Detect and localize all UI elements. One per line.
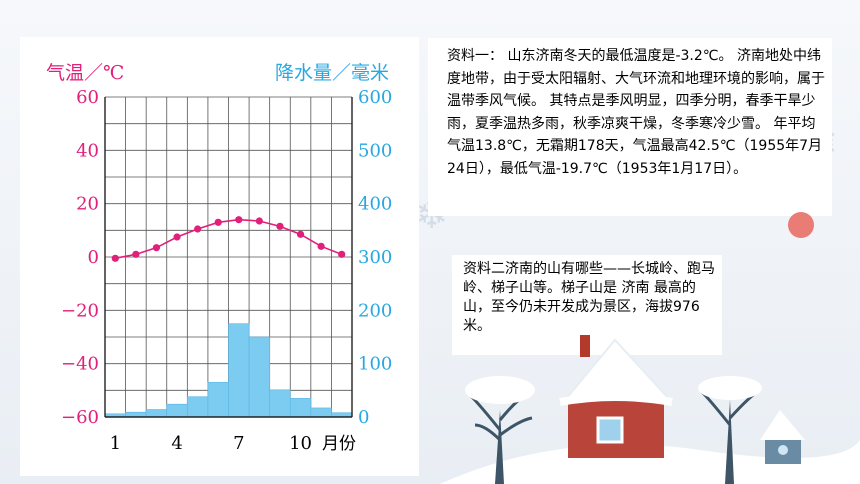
right-tick-label: 0 — [358, 407, 369, 428]
temperature-curve — [115, 218, 342, 260]
small-house-icon — [760, 410, 805, 464]
left-tick-label: 60 — [76, 87, 99, 108]
tree-icon — [465, 376, 535, 484]
x-tick-label: 4 — [171, 433, 182, 454]
temperature-point — [276, 222, 284, 230]
precipitation-bar — [289, 398, 312, 418]
temperature-point — [255, 217, 263, 225]
x-tick-label: 7 — [233, 433, 244, 454]
right-axis-title: 降水量／毫米 — [275, 62, 389, 84]
red-sun-icon — [788, 212, 814, 238]
right-tick-label: 400 — [358, 194, 392, 215]
x-tick-label: 1 — [110, 433, 121, 454]
temperature-point — [132, 250, 140, 258]
precipitation-bar — [125, 411, 147, 418]
left-tick-label: −40 — [61, 354, 99, 375]
house-icon — [559, 335, 673, 458]
temperature-point — [173, 233, 181, 241]
right-tick-label: 200 — [358, 300, 392, 321]
temperature-point — [317, 242, 325, 250]
material-two-text: 资料二济南的山有哪些——长城岭、跑马岭、梯子山等。梯子山是 济南 最高的山，至今… — [463, 261, 715, 334]
left-tick-label: 40 — [76, 140, 99, 161]
precipitation-bar — [269, 389, 291, 418]
temperature-point — [296, 230, 305, 238]
precipitation-bars — [104, 323, 353, 418]
temperature-point — [338, 250, 346, 258]
left-tick-label: −60 — [61, 407, 99, 428]
precipitation-bar — [228, 323, 250, 418]
x-axis-unit: 月份 — [322, 434, 356, 454]
temperature-line — [111, 216, 346, 262]
precipitation-bar — [187, 396, 209, 418]
left-tick-label: 20 — [76, 194, 99, 215]
precipitation-bar — [145, 409, 168, 418]
precipitation-bar — [310, 407, 332, 418]
precipitation-bar — [248, 336, 270, 418]
snow-ground — [440, 440, 860, 484]
right-tick-label: 100 — [358, 354, 392, 375]
temperature-point — [214, 218, 222, 226]
x-tick-label: 10 — [289, 433, 312, 454]
text-card-1 — [428, 38, 832, 216]
left-tick-label: 0 — [88, 247, 99, 268]
left-tick-label: −20 — [61, 300, 99, 321]
temperature-point — [235, 216, 243, 224]
left-axis-title: 气温／℃ — [46, 62, 124, 84]
material-one-text: 资料一： 山东济南冬天的最低温度是-3.2℃。 济南地处中纬度地带，由于受太阳辐… — [447, 48, 825, 177]
right-tick-label: 300 — [358, 247, 392, 268]
chart-panel: 60 40 20 0 −20 −40 −60 600 500 400 300 200 100 0 1 4 7 10… — [20, 37, 419, 476]
precipitation-bar — [207, 382, 229, 418]
temperature-point — [194, 225, 202, 233]
snowy-house-illustration — [440, 335, 860, 484]
tree-icon — [698, 376, 762, 484]
temperature-point — [111, 254, 119, 262]
precipitation-bar — [166, 403, 188, 418]
right-tick-label: 600 — [358, 87, 392, 108]
right-tick-label: 500 — [358, 140, 392, 161]
temperature-point — [152, 244, 161, 252]
